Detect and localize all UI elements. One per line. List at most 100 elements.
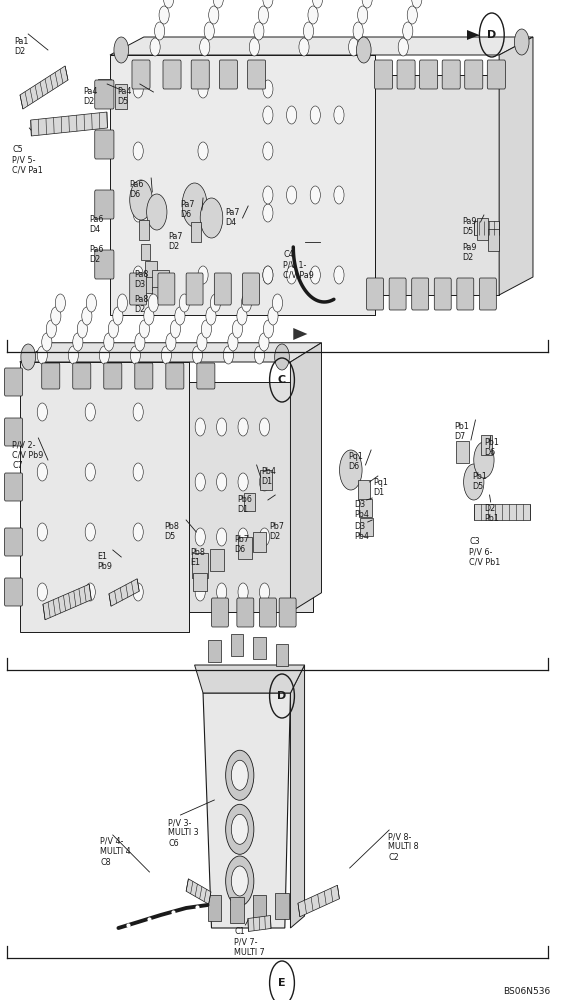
Text: Pa7
D4: Pa7 D4 xyxy=(226,208,240,227)
Circle shape xyxy=(263,266,273,284)
Circle shape xyxy=(198,266,208,284)
Circle shape xyxy=(340,450,362,490)
FancyBboxPatch shape xyxy=(442,60,460,89)
Text: Pb7
D6: Pb7 D6 xyxy=(234,535,249,554)
Bar xyxy=(358,480,370,500)
Circle shape xyxy=(228,333,238,351)
Circle shape xyxy=(263,142,273,160)
Polygon shape xyxy=(195,665,305,693)
Text: Pa1
D2: Pa1 D2 xyxy=(14,37,28,56)
Circle shape xyxy=(133,403,143,421)
Circle shape xyxy=(263,266,273,284)
Circle shape xyxy=(299,38,309,56)
Bar xyxy=(152,270,169,290)
Text: C1
P/V 7-
MULTI 7: C1 P/V 7- MULTI 7 xyxy=(234,927,265,957)
Circle shape xyxy=(85,523,95,541)
Circle shape xyxy=(349,38,359,56)
Bar xyxy=(488,229,499,251)
Polygon shape xyxy=(248,916,271,931)
Bar xyxy=(477,218,488,240)
Text: Pb4
D1: Pb4 D1 xyxy=(261,467,276,486)
Circle shape xyxy=(217,473,227,491)
Circle shape xyxy=(334,266,344,284)
FancyBboxPatch shape xyxy=(166,363,184,389)
Text: Pa6
D2: Pa6 D2 xyxy=(89,245,103,264)
FancyBboxPatch shape xyxy=(457,278,474,310)
Circle shape xyxy=(68,346,78,364)
FancyBboxPatch shape xyxy=(5,418,23,446)
Circle shape xyxy=(166,333,176,351)
Bar xyxy=(145,261,157,279)
FancyBboxPatch shape xyxy=(95,80,114,109)
Circle shape xyxy=(130,346,140,364)
Circle shape xyxy=(148,294,158,312)
Circle shape xyxy=(254,346,265,364)
Bar xyxy=(208,895,221,921)
Circle shape xyxy=(258,6,268,24)
Circle shape xyxy=(179,294,190,312)
Text: C4
P/V 1-
C/V Pa9: C4 P/V 1- C/V Pa9 xyxy=(283,250,314,280)
Circle shape xyxy=(272,294,283,312)
Circle shape xyxy=(249,38,259,56)
Polygon shape xyxy=(474,504,530,520)
Text: D3
Pb4: D3 Pb4 xyxy=(354,522,369,541)
Circle shape xyxy=(37,403,47,421)
Text: Pb8
D5: Pb8 D5 xyxy=(165,522,179,541)
Bar xyxy=(359,499,372,517)
Circle shape xyxy=(37,523,47,541)
FancyBboxPatch shape xyxy=(465,60,483,89)
FancyBboxPatch shape xyxy=(374,60,393,89)
Circle shape xyxy=(114,37,129,63)
Bar xyxy=(208,640,221,662)
Circle shape xyxy=(206,307,216,325)
Bar xyxy=(191,222,201,242)
Circle shape xyxy=(77,320,87,338)
Polygon shape xyxy=(499,37,533,295)
Circle shape xyxy=(135,333,145,351)
Text: Pb1
D6: Pb1 D6 xyxy=(484,438,499,457)
FancyBboxPatch shape xyxy=(237,598,254,627)
Circle shape xyxy=(312,0,323,8)
Circle shape xyxy=(113,307,123,325)
Circle shape xyxy=(164,0,174,8)
Polygon shape xyxy=(203,693,290,928)
Circle shape xyxy=(108,320,118,338)
Bar xyxy=(193,573,208,591)
Bar xyxy=(456,441,469,463)
Circle shape xyxy=(198,80,208,98)
FancyBboxPatch shape xyxy=(197,363,215,389)
Polygon shape xyxy=(110,37,533,55)
Circle shape xyxy=(133,583,143,601)
Circle shape xyxy=(46,320,56,338)
FancyBboxPatch shape xyxy=(214,273,231,305)
Circle shape xyxy=(263,186,273,204)
Circle shape xyxy=(197,333,207,351)
Circle shape xyxy=(85,403,95,421)
Text: P/V 3-
MULTI 3
C6: P/V 3- MULTI 3 C6 xyxy=(168,818,199,848)
FancyBboxPatch shape xyxy=(487,60,505,89)
Circle shape xyxy=(175,307,185,325)
Polygon shape xyxy=(474,221,499,235)
Bar xyxy=(481,435,492,455)
Text: D: D xyxy=(487,30,496,40)
Circle shape xyxy=(195,473,205,491)
FancyBboxPatch shape xyxy=(132,60,150,89)
Circle shape xyxy=(182,183,207,227)
FancyBboxPatch shape xyxy=(434,278,451,310)
Circle shape xyxy=(259,528,270,546)
Text: Pa6
D6: Pa6 D6 xyxy=(130,180,144,199)
FancyBboxPatch shape xyxy=(479,278,496,310)
Text: P/V 4-
MULTI 4
C8: P/V 4- MULTI 4 C8 xyxy=(100,837,131,867)
Bar xyxy=(210,549,224,571)
Circle shape xyxy=(259,418,270,436)
Circle shape xyxy=(144,307,154,325)
Circle shape xyxy=(403,22,413,40)
Circle shape xyxy=(209,6,219,24)
FancyBboxPatch shape xyxy=(5,473,23,501)
Circle shape xyxy=(334,106,344,124)
FancyBboxPatch shape xyxy=(243,273,259,305)
Circle shape xyxy=(217,583,227,601)
Circle shape xyxy=(217,528,227,546)
Circle shape xyxy=(201,320,212,338)
Bar xyxy=(260,470,272,490)
